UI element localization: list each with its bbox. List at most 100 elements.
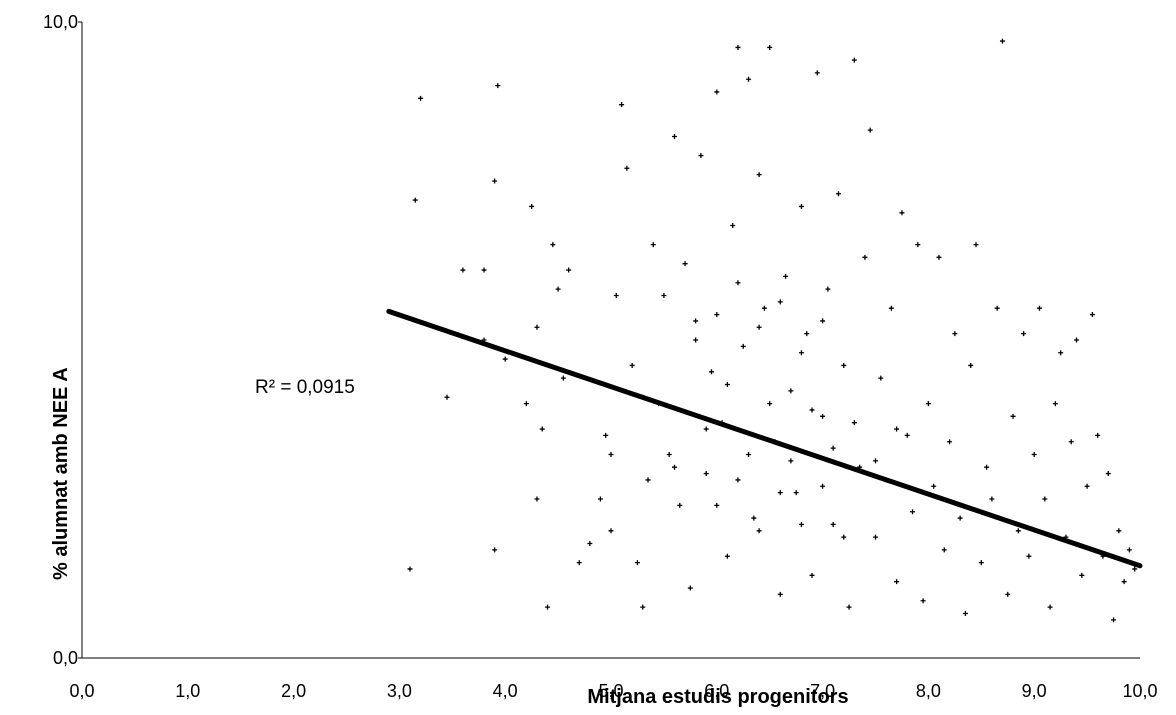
data-point bbox=[1105, 471, 1111, 477]
data-point bbox=[703, 426, 709, 432]
data-point bbox=[915, 242, 921, 248]
data-point bbox=[756, 324, 762, 330]
data-point bbox=[619, 102, 625, 108]
data-point bbox=[793, 490, 799, 496]
data-point bbox=[645, 477, 651, 483]
data-point bbox=[1132, 566, 1138, 572]
x-tick-label: 0,0 bbox=[69, 681, 94, 701]
data-point bbox=[894, 426, 900, 432]
data-point bbox=[899, 210, 905, 216]
data-point bbox=[640, 604, 646, 610]
data-point bbox=[495, 83, 501, 89]
data-points bbox=[407, 38, 1138, 623]
data-point bbox=[682, 261, 688, 267]
data-point bbox=[502, 356, 508, 362]
data-point bbox=[746, 451, 752, 457]
data-point bbox=[947, 439, 953, 445]
data-point bbox=[1121, 579, 1127, 585]
data-point bbox=[984, 464, 990, 470]
data-point bbox=[756, 528, 762, 534]
data-point bbox=[1052, 401, 1058, 407]
data-point bbox=[804, 331, 810, 337]
data-point bbox=[777, 299, 783, 305]
data-point bbox=[608, 451, 614, 457]
x-tick-label: 3,0 bbox=[387, 681, 412, 701]
data-point bbox=[661, 292, 667, 298]
data-point bbox=[931, 483, 937, 489]
data-point bbox=[560, 375, 566, 381]
data-point bbox=[666, 451, 672, 457]
data-point bbox=[989, 496, 995, 502]
data-point bbox=[1031, 451, 1037, 457]
data-point bbox=[634, 560, 640, 566]
data-point bbox=[820, 483, 826, 489]
data-point bbox=[878, 375, 884, 381]
data-point bbox=[777, 591, 783, 597]
data-point bbox=[624, 165, 630, 171]
data-point bbox=[1095, 432, 1101, 438]
data-point bbox=[460, 267, 466, 273]
data-point bbox=[566, 267, 572, 273]
data-point bbox=[444, 394, 450, 400]
data-point bbox=[534, 496, 540, 502]
data-point bbox=[978, 560, 984, 566]
y-ticks: 0,0 10,0 bbox=[43, 12, 82, 668]
data-point bbox=[867, 127, 873, 133]
data-point bbox=[957, 515, 963, 521]
data-point bbox=[1068, 439, 1074, 445]
data-point bbox=[418, 95, 424, 101]
x-tick-label: 1,0 bbox=[175, 681, 200, 701]
data-point bbox=[767, 44, 773, 50]
data-point bbox=[767, 401, 773, 407]
data-point bbox=[481, 267, 487, 273]
x-tick-label: 4,0 bbox=[493, 681, 518, 701]
x-tick-label: 8,0 bbox=[916, 681, 941, 701]
data-point bbox=[1036, 305, 1042, 311]
data-point bbox=[1010, 413, 1016, 419]
data-point bbox=[820, 413, 826, 419]
data-point bbox=[608, 528, 614, 534]
data-point bbox=[693, 337, 699, 343]
data-point bbox=[550, 242, 556, 248]
trendline-group bbox=[386, 308, 1143, 569]
data-point bbox=[735, 280, 741, 286]
data-point bbox=[1005, 591, 1011, 597]
data-point bbox=[407, 566, 413, 572]
data-point bbox=[925, 401, 931, 407]
data-point bbox=[783, 273, 789, 279]
data-point bbox=[693, 318, 699, 324]
data-point bbox=[851, 57, 857, 63]
data-point bbox=[788, 388, 794, 394]
axes bbox=[81, 22, 1140, 659]
trendline bbox=[386, 308, 1143, 569]
x-ticks: 0,0 1,0 2,0 3,0 4,0 5,0 6,0 7,0 8,0 9,0 10,0 bbox=[69, 681, 1157, 701]
data-point bbox=[920, 598, 926, 604]
data-point bbox=[492, 178, 498, 184]
data-point bbox=[904, 432, 910, 438]
data-point bbox=[714, 89, 720, 95]
data-point bbox=[862, 254, 868, 260]
data-point bbox=[1111, 617, 1117, 623]
data-point bbox=[545, 604, 551, 610]
data-point bbox=[846, 604, 852, 610]
data-point bbox=[873, 534, 878, 540]
data-point bbox=[687, 585, 693, 591]
data-point bbox=[730, 223, 736, 229]
data-point bbox=[894, 579, 900, 585]
data-point bbox=[962, 610, 968, 616]
x-tick-label: 9,0 bbox=[1022, 681, 1047, 701]
data-point bbox=[735, 477, 741, 483]
data-point bbox=[724, 382, 730, 388]
data-point bbox=[714, 312, 720, 318]
data-point bbox=[814, 70, 820, 76]
x-tick-label: 6,0 bbox=[704, 681, 729, 701]
x-tick-label: 7,0 bbox=[810, 681, 835, 701]
data-point bbox=[1126, 547, 1132, 553]
data-point bbox=[1084, 483, 1090, 489]
x-axis-title: Mitjana estudis progenitors bbox=[587, 686, 848, 708]
data-point bbox=[677, 502, 683, 508]
data-point bbox=[798, 521, 804, 527]
data-point bbox=[788, 458, 794, 464]
data-point bbox=[1079, 572, 1085, 578]
data-point bbox=[1116, 528, 1122, 534]
